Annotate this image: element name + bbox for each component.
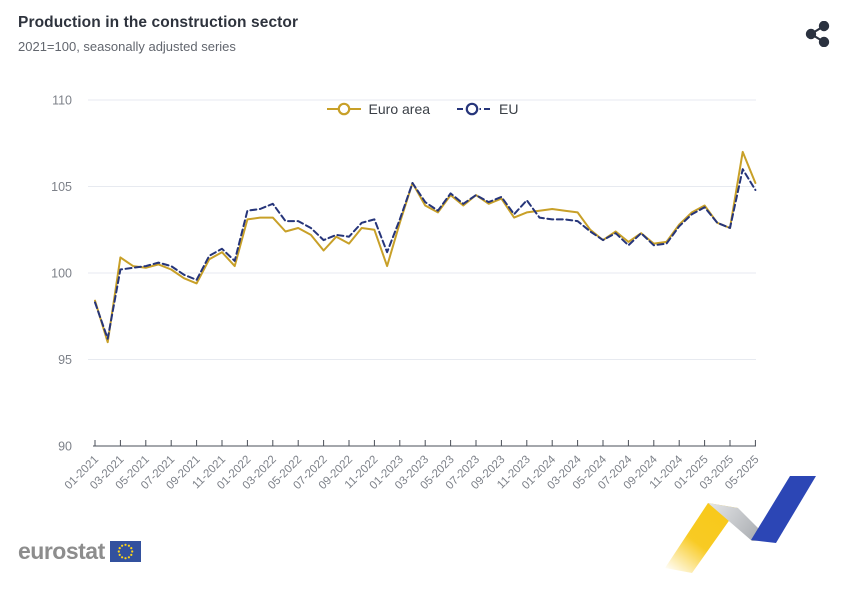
page-title: Production in the construction sector (18, 14, 299, 31)
eu-dashed-line-marker-icon (457, 102, 492, 116)
y-axis-label: 90 (58, 440, 72, 454)
legend-item-euro-area[interactable]: Euro area (326, 101, 430, 117)
euro-area-series-line[interactable] (94, 150, 757, 344)
legend-item-eu[interactable]: EU (456, 101, 518, 117)
y-axis-label: 95 (58, 353, 72, 367)
share-icon[interactable] (804, 21, 832, 47)
eurostat-logo-text: eurostat (18, 538, 105, 564)
page-subtitle: 2021=100, seasonally adjusted series (18, 39, 236, 54)
eurostat-ribbon-graphic (665, 476, 816, 573)
legend-label-euro-area: Euro area (368, 101, 431, 117)
eu-flag-icon (109, 541, 141, 562)
chart-header: Production in the construction sector 20… (18, 14, 298, 54)
y-axis-label: 100 (51, 267, 72, 281)
eu-series-line[interactable] (94, 168, 757, 340)
legend-label-eu: EU (499, 101, 519, 117)
y-axis-label: 110 (52, 94, 72, 108)
euro-area-line-marker-icon (326, 102, 361, 116)
eurostat-logo: eurostat (18, 538, 141, 565)
eu-flag-stars (117, 543, 134, 560)
chart-legend: Euro area EU (88, 101, 756, 117)
y-axis-label: 105 (51, 180, 72, 194)
